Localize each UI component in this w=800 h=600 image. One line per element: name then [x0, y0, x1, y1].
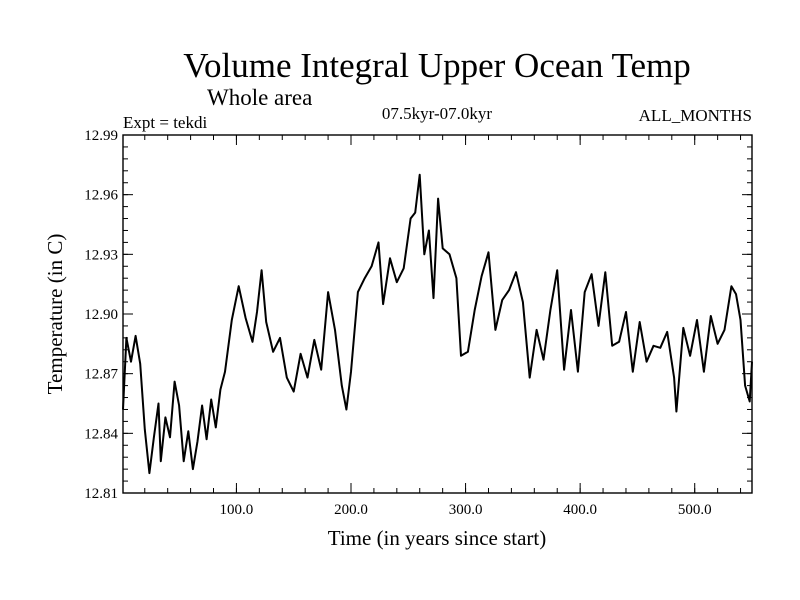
months-label: ALL_MONTHS — [639, 106, 752, 125]
tick-labels: 100.0 200.0 300.0 400.0 500.0 12.81 12.84 12.87… — [84, 128, 711, 518]
period-label: 07.5kyr-07.0kyr — [382, 104, 492, 123]
y-tick-label: 12.93 — [84, 247, 118, 263]
temperature-series-line — [122, 173, 753, 475]
y-axis-label: Temperature (in C) — [43, 234, 67, 395]
y-tick-label: 12.96 — [84, 188, 118, 204]
x-tick-label: 300.0 — [449, 502, 483, 518]
chart-subtitle: Whole area — [207, 85, 312, 110]
x-axis-label: Time (in years since start) — [328, 526, 547, 550]
x-tick-label: 400.0 — [563, 502, 597, 518]
x-tick-label: 100.0 — [220, 502, 254, 518]
x-tick-label: 200.0 — [334, 502, 368, 518]
experiment-label: Expt = tekdi — [123, 113, 207, 132]
y-tick-label: 12.99 — [84, 128, 118, 144]
axis-ticks — [123, 134, 752, 494]
plot-frame — [122, 134, 753, 494]
x-tick-label: 500.0 — [678, 502, 712, 518]
chart-title: Volume Integral Upper Ocean Temp — [183, 46, 690, 85]
y-tick-label: 12.90 — [84, 307, 118, 323]
y-tick-label: 12.84 — [84, 426, 118, 442]
y-tick-label: 12.81 — [84, 486, 118, 502]
y-tick-label: 12.87 — [84, 367, 118, 383]
